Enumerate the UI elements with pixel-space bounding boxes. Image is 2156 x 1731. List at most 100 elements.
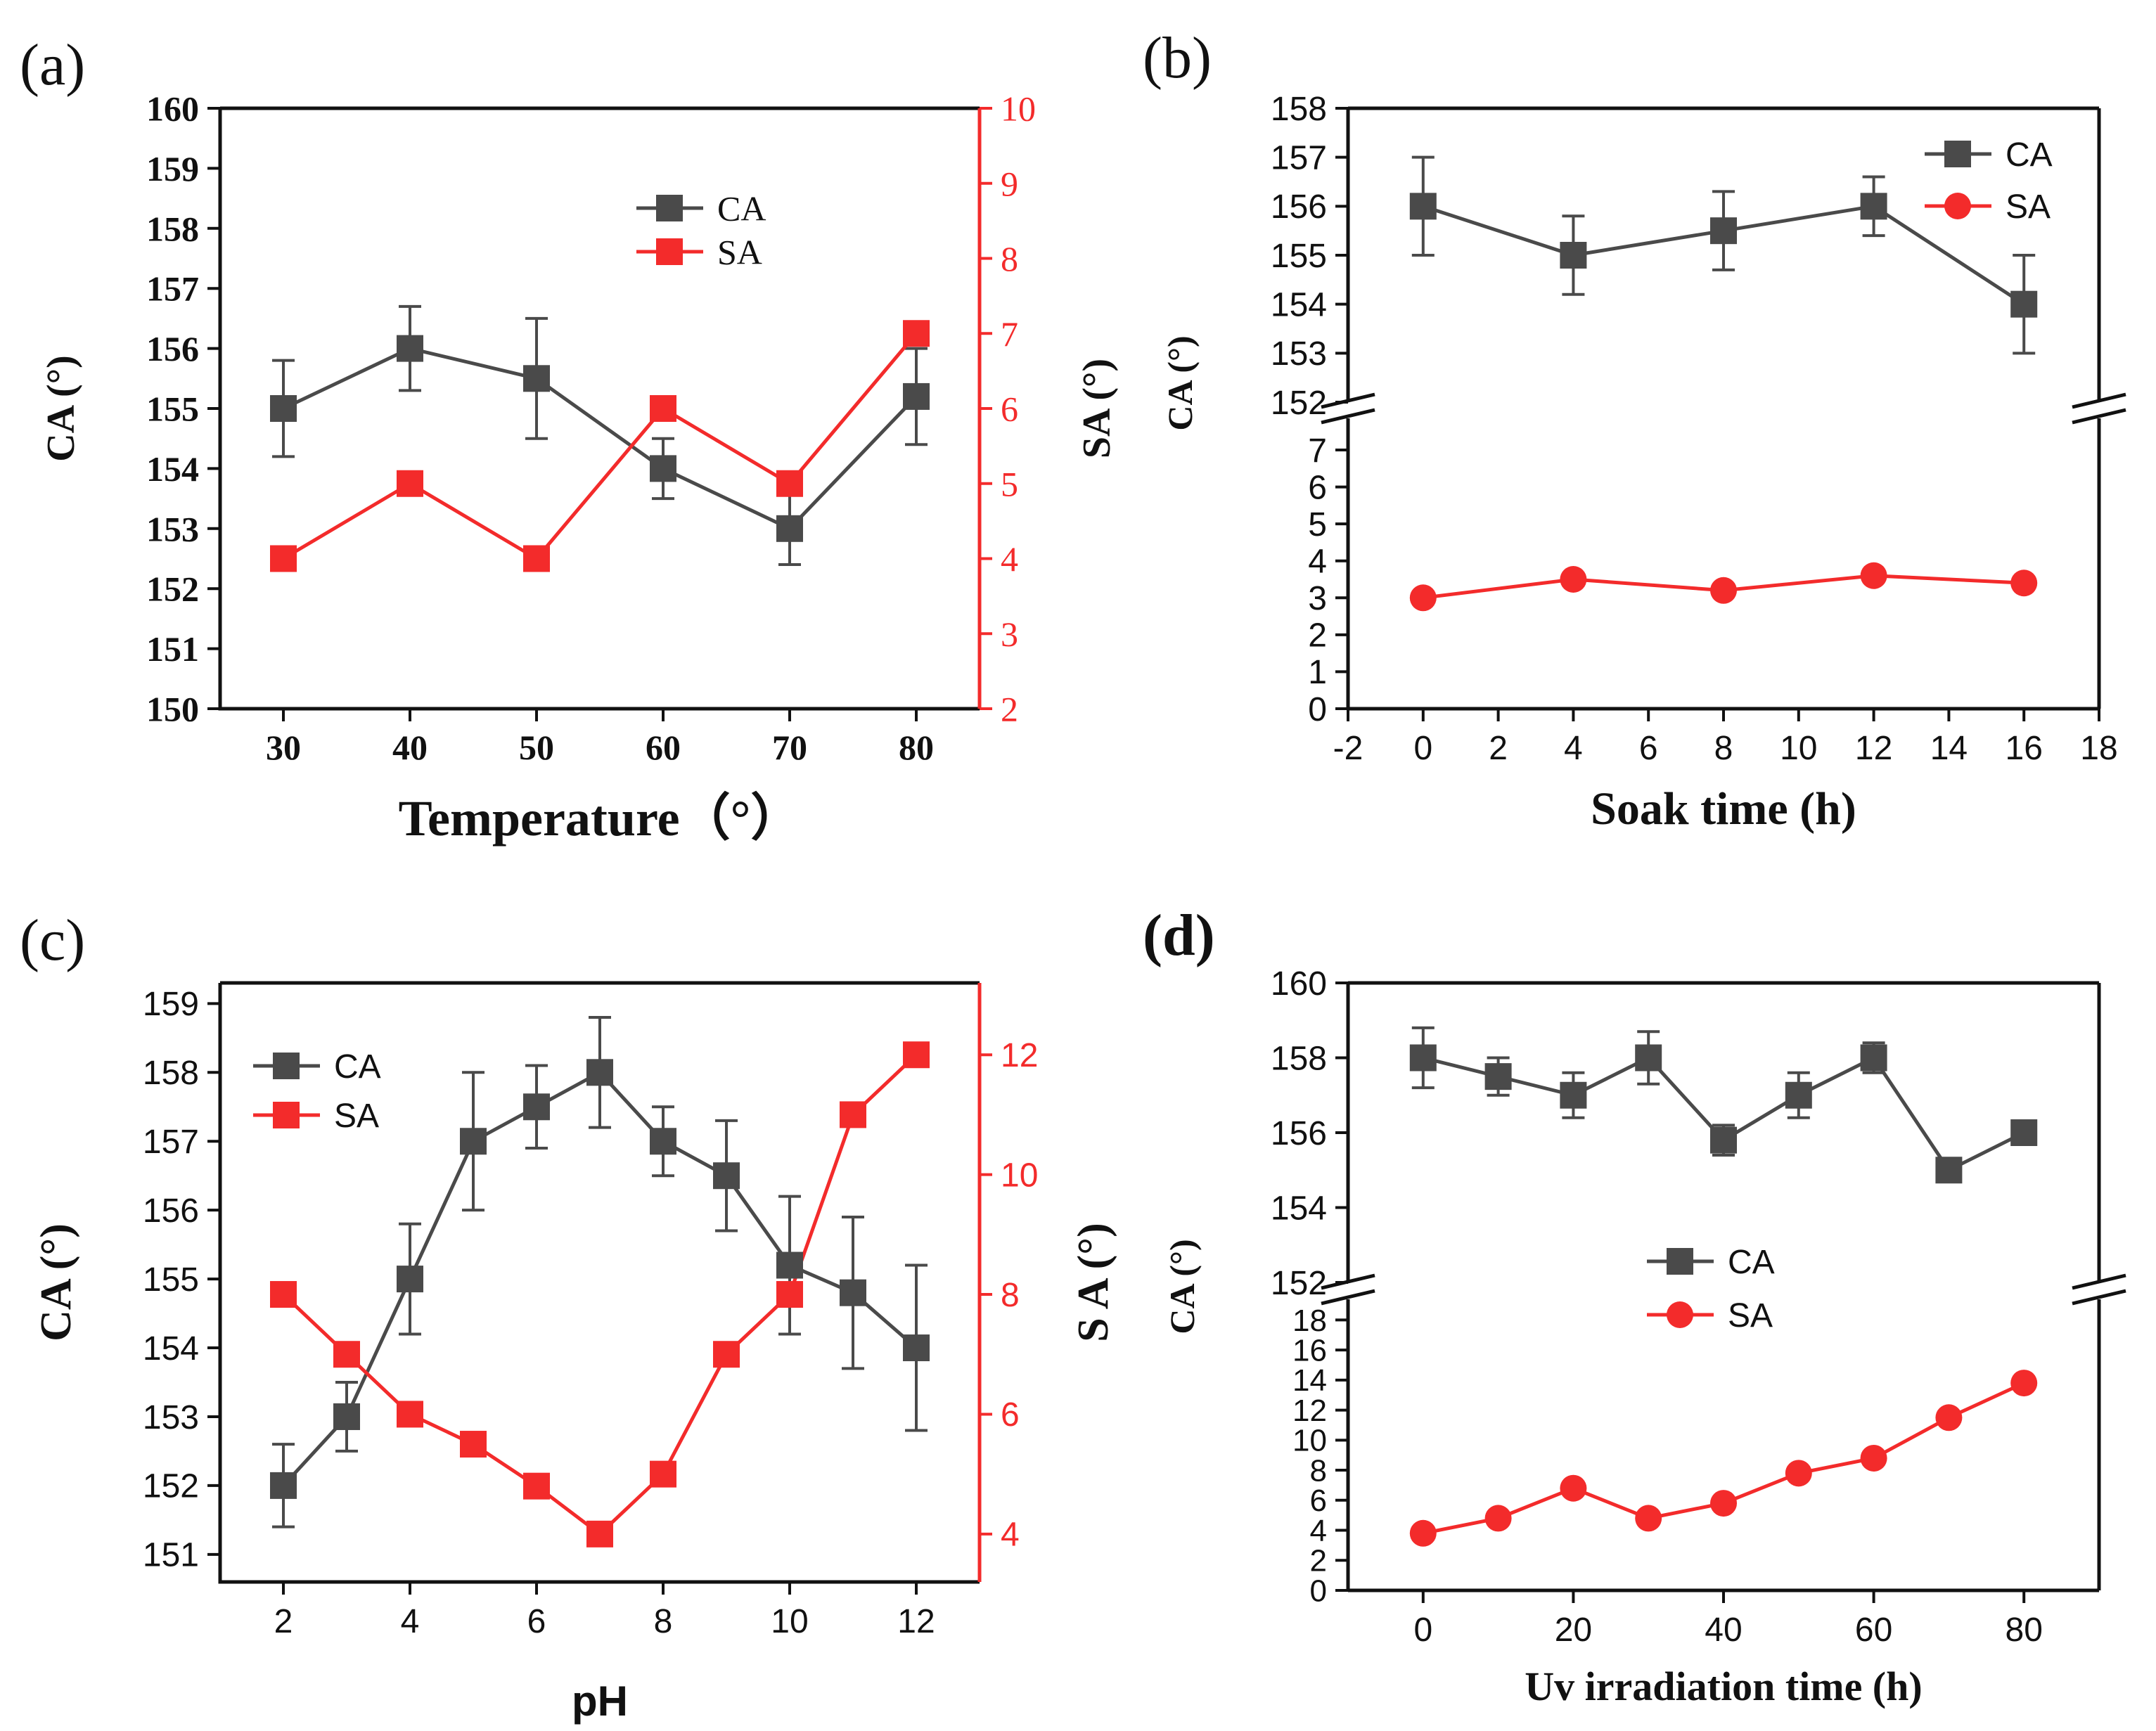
ca-point	[776, 515, 803, 542]
y-tick-label: 153	[1271, 335, 1327, 373]
sa-point	[397, 470, 423, 497]
ca-point	[1785, 1081, 1812, 1109]
y-tick-label: 4	[1308, 543, 1327, 581]
y2-tick-label: 8	[1001, 1277, 1020, 1314]
sa-point	[776, 470, 803, 497]
axis-break-right	[2072, 1273, 2126, 1306]
ca-point	[1710, 1126, 1737, 1154]
sa-point	[1560, 566, 1587, 593]
sa-point	[586, 1520, 613, 1547]
x-tick-label: 12	[897, 1603, 935, 1640]
x-tick-label: 40	[392, 728, 428, 767]
x-tick-label: 4	[1564, 730, 1583, 767]
y-tick-label: 5	[1308, 506, 1327, 543]
y2-tick-label: 4	[1001, 1517, 1020, 1554]
x-tick-label: 50	[519, 728, 554, 767]
sa-point	[523, 545, 550, 572]
sa-point	[776, 1281, 803, 1308]
legend-label-sa: SA	[1728, 1297, 1773, 1334]
sa-point	[650, 1460, 676, 1488]
y2-tick-label: 9	[1001, 164, 1018, 203]
ca-point	[523, 365, 550, 392]
ca-point	[1935, 1157, 1963, 1184]
ca-point	[460, 1128, 487, 1155]
y2-axis-title: SA (°)	[1075, 359, 1119, 458]
panel-b: -2 0 2 4 6 8 10 12 14 16 1815215315415515615715801…	[1143, 25, 2126, 835]
y-axis-title: CA (°)	[32, 1223, 80, 1341]
y2-tick-label: 10	[1001, 1157, 1038, 1194]
ca-series-line	[282, 346, 918, 531]
sa-point	[270, 545, 297, 572]
y-tick-label: 156	[1271, 188, 1327, 226]
panel-label: (a)	[20, 32, 85, 98]
y-tick-label: 155	[146, 390, 199, 429]
x-tick-label: 2	[274, 1603, 293, 1640]
y-tick-label: 158	[143, 1055, 199, 1092]
ca-point	[1860, 193, 1887, 220]
y2-tick-label: 5	[1001, 464, 1018, 503]
ca-point	[2010, 1119, 2038, 1146]
y-tick-label: 7	[1308, 432, 1327, 470]
sa-point	[460, 1431, 487, 1458]
ca-point	[270, 395, 297, 422]
legend-marker-ca	[1667, 1248, 1693, 1275]
y-tick-label: 0	[1308, 691, 1327, 728]
sa-point	[523, 1472, 550, 1500]
sa-point	[1860, 1444, 1887, 1472]
y-tick-label: 158	[146, 209, 199, 248]
x-tick-label: -2	[1333, 730, 1363, 767]
panel-label: (c)	[20, 908, 85, 973]
sa-point	[1409, 584, 1437, 612]
ca-point	[650, 1128, 676, 1155]
x-tick-label: 6	[1639, 730, 1658, 767]
x-tick-label: 14	[1930, 730, 1968, 767]
x-tick-label: 16	[2006, 730, 2043, 767]
x-tick-label: 8	[654, 1603, 673, 1640]
ca-point	[650, 455, 676, 482]
x-axis-title: Temperature（°）	[399, 790, 802, 847]
y-tick-label: 160	[146, 89, 199, 129]
legend-marker-sa	[656, 238, 683, 265]
x-tick-label: 80	[899, 728, 934, 767]
legend-label-sa: SA	[717, 233, 762, 272]
sa-point	[903, 320, 930, 347]
y-tick-label: 159	[146, 149, 199, 188]
x-tick-label: 30	[266, 728, 301, 767]
sa-point	[1484, 1505, 1512, 1532]
y-tick-label: 154	[146, 449, 199, 489]
ca-point	[2010, 290, 2038, 318]
x-tick-label: 6	[527, 1603, 546, 1640]
y-tick-label: 18	[1292, 1304, 1327, 1338]
x-tick-label: 60	[646, 728, 681, 767]
ca-point	[903, 382, 930, 410]
ca-point	[1409, 1044, 1437, 1072]
y-tick-label: 152	[1271, 1265, 1327, 1302]
y2-tick-label: 8	[1001, 239, 1018, 278]
ca-point	[333, 1403, 360, 1430]
sa-point	[2010, 570, 2038, 597]
y-tick-label: 1	[1308, 654, 1327, 691]
sa-point	[2010, 1370, 2038, 1397]
legend-marker-ca	[273, 1053, 300, 1079]
axis-break-right	[2072, 392, 2126, 425]
x-tick-label: 40	[1705, 1611, 1742, 1649]
left-axis	[218, 108, 980, 711]
sa-point	[903, 1041, 930, 1069]
y-axis-title: CA (°)	[1162, 1239, 1202, 1334]
y-tick-label: 0	[1310, 1574, 1327, 1608]
y2-tick-label: 4	[1001, 539, 1018, 579]
sa-point	[650, 395, 676, 422]
ca-point	[270, 1472, 297, 1499]
x-axis-title: Uv irradiation time (h)	[1525, 1664, 1922, 1709]
sa-point	[1785, 1460, 1812, 1487]
y2-tick-label: 10	[1001, 89, 1036, 129]
sa-point	[1710, 1490, 1737, 1517]
y-tick-label: 3	[1308, 580, 1327, 617]
legend-marker-sa	[273, 1102, 300, 1128]
y-tick-label: 10	[1292, 1424, 1327, 1458]
sa-point	[1935, 1404, 1963, 1431]
sa-point	[713, 1341, 740, 1368]
y-axis-title: CA (°)	[39, 355, 83, 461]
ca-point	[397, 1266, 423, 1293]
